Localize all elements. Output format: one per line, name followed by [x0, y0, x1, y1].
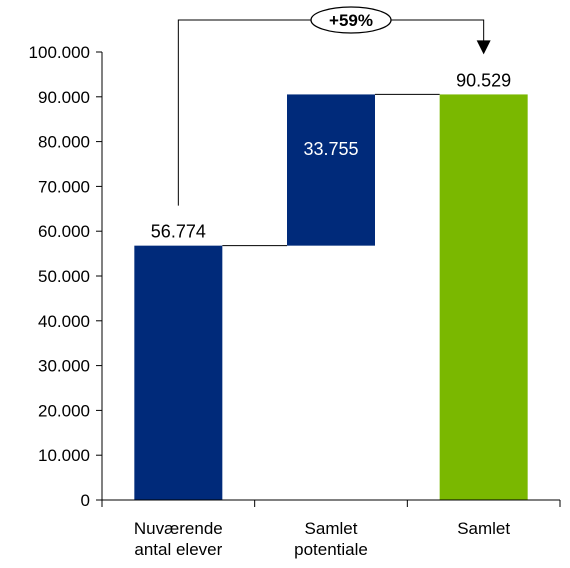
bar [134, 245, 223, 500]
x-category-label-line: potentiale [294, 540, 368, 559]
x-category-label-line: antal elever [134, 540, 222, 559]
y-tick-label: 40.000 [38, 312, 90, 331]
y-tick-label: 90.000 [38, 88, 90, 107]
growth-annotation: +59% [177, 6, 491, 206]
annotation-label: +59% [329, 11, 373, 30]
annotation-arrowhead [476, 40, 491, 55]
axes: 0 10.000 20.000 30.000 40.000 50.000 60.000 70.… [29, 43, 561, 559]
bar [287, 94, 375, 246]
connector-lines [222, 93, 440, 247]
bar-value-label: 56.774 [151, 222, 206, 242]
y-tick-label: 50.000 [38, 267, 90, 286]
x-category-label: Samlet [457, 519, 510, 538]
y-tick-label: 60.000 [38, 222, 90, 241]
y-tick-label: 70.000 [38, 177, 90, 196]
y-tick-label: 10.000 [38, 446, 90, 465]
y-tick-label: 20.000 [38, 401, 90, 420]
y-tick-label: 30.000 [38, 357, 90, 376]
data-labels: 56.774 33.755 90.529 [151, 70, 511, 241]
annotation-bubble [310, 6, 392, 34]
y-tick-label: 100.000 [29, 43, 90, 62]
y-tick-label: 80.000 [38, 133, 90, 152]
bars [134, 94, 528, 500]
y-tick-label: 0 [81, 491, 90, 510]
bar [439, 94, 528, 500]
x-category-label-line: Samlet [305, 519, 358, 538]
x-category-label-line: Nuværende [134, 519, 223, 538]
x-category-label-line: Samlet [457, 519, 510, 538]
x-category-label: Samlet potentiale [294, 519, 368, 559]
x-category-label: Nuværende antal elever [134, 519, 223, 559]
bar-value-label: 90.529 [456, 70, 511, 90]
bar-value-label: 33.755 [303, 139, 358, 159]
